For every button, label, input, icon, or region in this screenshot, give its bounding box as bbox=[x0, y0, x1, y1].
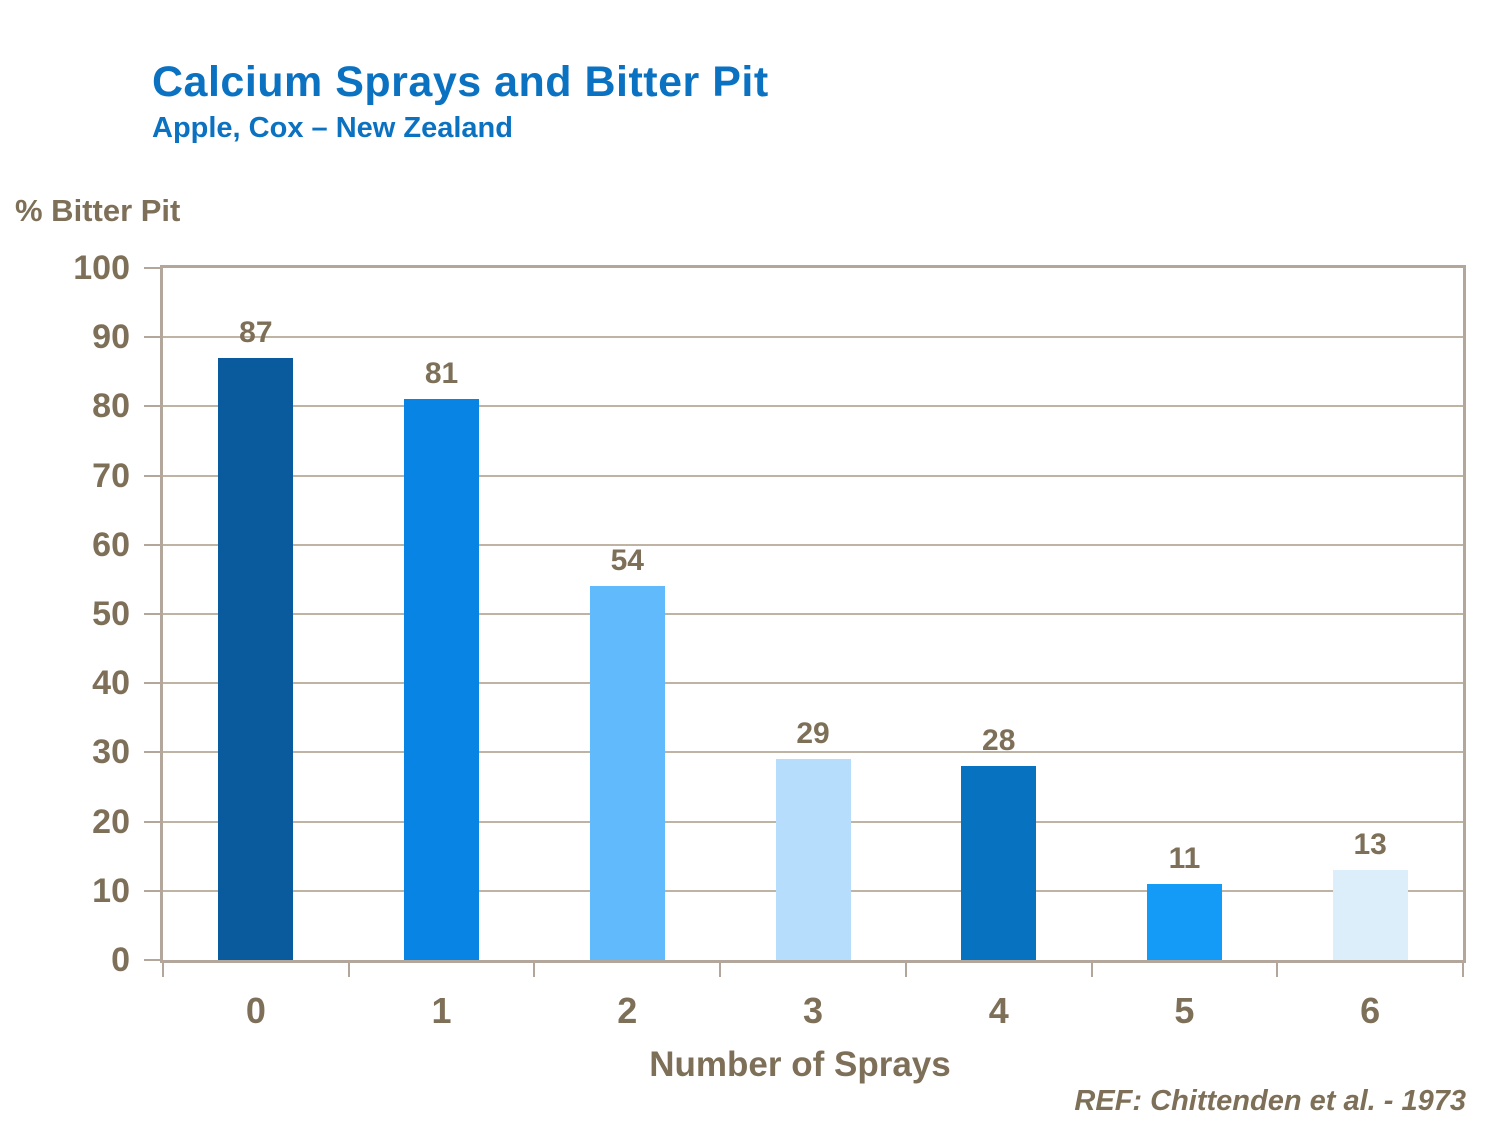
y-axis-tick-100 bbox=[144, 267, 160, 269]
y-axis-tick-40 bbox=[144, 682, 160, 685]
bar-category-4 bbox=[961, 766, 1037, 960]
x-axis-tick-label-0: 0 bbox=[245, 990, 266, 1031]
x-axis-tick-1 bbox=[347, 963, 350, 977]
chart-subtitle: Apple, Cox – New Zealand bbox=[152, 112, 513, 144]
bar-value-label-0: 87 bbox=[239, 315, 273, 349]
y-axis-tick-0 bbox=[144, 959, 160, 961]
bar-value-label-2: 54 bbox=[610, 544, 644, 578]
gridline-50 bbox=[163, 613, 1463, 615]
y-axis-tick-20 bbox=[144, 820, 160, 823]
gridline-90 bbox=[163, 336, 1463, 339]
x-axis-tick-label-4: 4 bbox=[988, 990, 1009, 1031]
x-axis-tick-label-3: 3 bbox=[802, 990, 824, 1031]
bar-value-label-1: 81 bbox=[424, 357, 459, 391]
gridline-30 bbox=[163, 751, 1463, 754]
gridline-60 bbox=[163, 543, 1463, 546]
y-axis-tick-label-100: 100 bbox=[73, 249, 130, 287]
y-axis-tick-label-10: 10 bbox=[92, 871, 130, 910]
x-axis-tick-label-1: 1 bbox=[431, 990, 452, 1031]
bar-value-label-5: 11 bbox=[1168, 841, 1201, 875]
y-axis-tick-label-50: 50 bbox=[92, 595, 130, 633]
x-axis-tick-3 bbox=[719, 963, 722, 977]
y-axis-tick-50 bbox=[144, 613, 160, 615]
x-axis-tick-label-2: 2 bbox=[617, 990, 638, 1031]
y-axis-tick-30 bbox=[144, 751, 160, 754]
y-axis-tick-60 bbox=[144, 543, 160, 546]
y-axis-title: % Bitter Pit bbox=[15, 193, 181, 228]
y-axis-tick-label-0: 0 bbox=[111, 941, 130, 979]
gridline-70 bbox=[163, 474, 1463, 477]
y-axis-tick-label-90: 90 bbox=[92, 318, 130, 357]
plot-area: 87 81 54 29 28 11 13 bbox=[160, 265, 1466, 963]
x-axis-tick-2 bbox=[533, 963, 536, 977]
reference-text: REF: Chittenden et al. - 1973 bbox=[1074, 1085, 1466, 1117]
gridline-80 bbox=[163, 405, 1463, 408]
bar-category-5 bbox=[1146, 883, 1222, 960]
y-axis-tick-label-80: 80 bbox=[92, 387, 130, 426]
y-axis-tick-label-70: 70 bbox=[92, 456, 130, 495]
bar-category-6 bbox=[1332, 870, 1408, 960]
chart-title: Calcium Sprays and Bitter Pit bbox=[152, 58, 769, 106]
x-axis-tick-4 bbox=[904, 963, 907, 977]
x-axis-tick-label-6: 6 bbox=[1360, 990, 1381, 1031]
y-axis-tick-90 bbox=[144, 336, 160, 339]
y-axis-tick-80 bbox=[144, 405, 160, 408]
y-axis-tick-label-60: 60 bbox=[92, 525, 130, 564]
y-axis-tick-10 bbox=[144, 889, 160, 892]
bar-value-label-3: 29 bbox=[796, 717, 830, 751]
y-axis-tick-label-20: 20 bbox=[92, 802, 130, 841]
bar-category-0 bbox=[218, 357, 294, 960]
y-axis-tick-label-40: 40 bbox=[92, 664, 130, 703]
x-axis-tick-7 bbox=[1462, 963, 1464, 977]
x-axis-tick-6 bbox=[1276, 963, 1279, 977]
x-axis-title: Number of Sprays bbox=[649, 1045, 951, 1084]
y-axis-tick-label-30: 30 bbox=[92, 733, 130, 772]
gridline-40 bbox=[163, 682, 1463, 685]
y-axis-tick-70 bbox=[144, 474, 160, 477]
bar-value-label-6: 13 bbox=[1353, 828, 1387, 862]
bar-category-2 bbox=[589, 586, 665, 960]
bar-category-3 bbox=[775, 759, 851, 960]
bar-category-1 bbox=[404, 399, 480, 960]
x-axis-tick-label-5: 5 bbox=[1174, 990, 1195, 1031]
x-axis-tick-5 bbox=[1090, 963, 1093, 977]
bar-value-label-4: 28 bbox=[982, 724, 1016, 758]
x-axis-tick-0 bbox=[162, 963, 164, 977]
